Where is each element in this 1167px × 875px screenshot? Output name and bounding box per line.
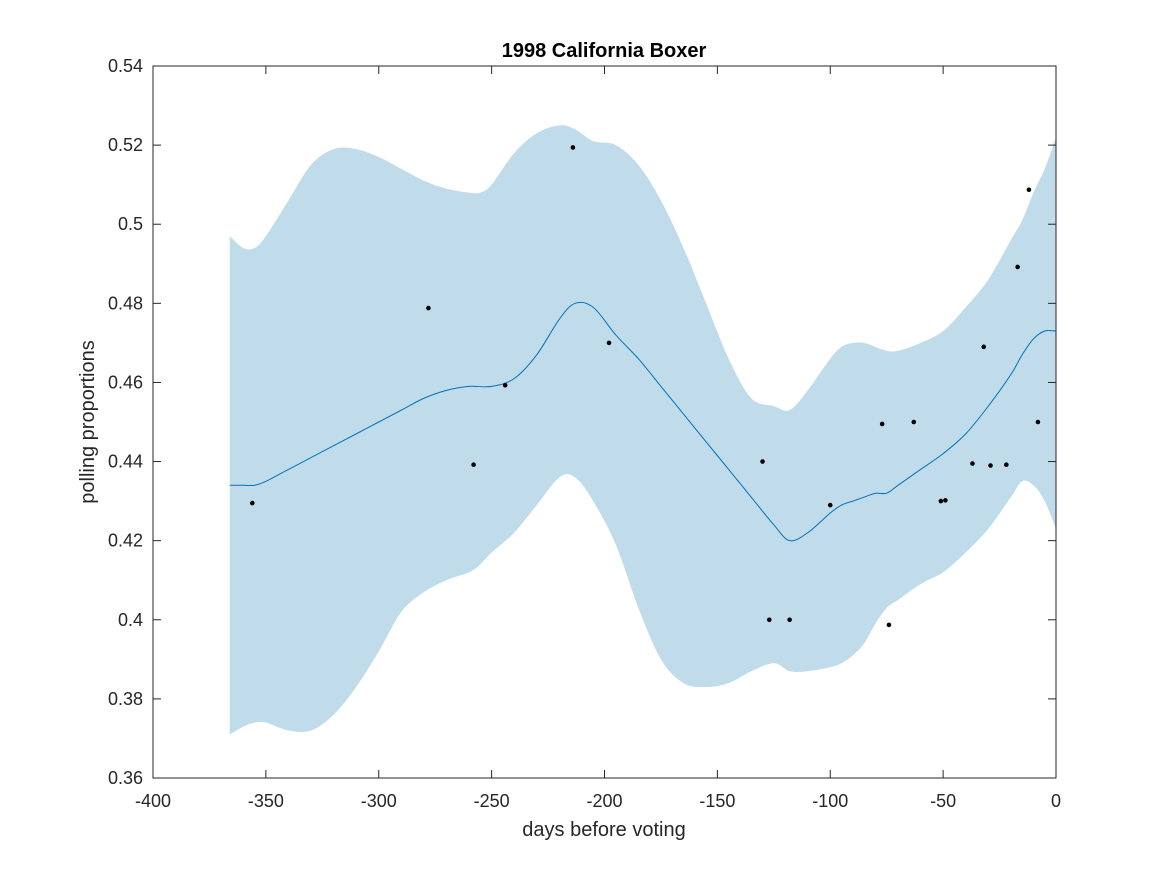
y-tick-label: 0.44 [108,452,143,472]
x-axis-label: days before voting [522,819,685,841]
data-point [879,421,885,427]
data-point [1015,264,1020,270]
confidence-band [229,125,1056,735]
x-tick-label: -400 [135,791,171,811]
y-tick-label: 0.38 [108,689,143,709]
y-tick-label: 0.48 [108,293,143,313]
data-point [766,617,772,623]
x-tick-label: -350 [248,791,284,811]
data-point [1035,419,1041,425]
data-point [886,622,892,628]
data-point [943,498,948,503]
plot-area [229,125,1057,735]
data-point [988,463,993,468]
y-tick-label: 0.36 [108,768,143,788]
y-tick-label: 0.5 [118,214,143,234]
x-tick-label: -150 [699,791,735,811]
x-tick-label: -200 [586,791,622,811]
data-point [938,498,944,504]
y-tick-label: 0.54 [108,56,143,76]
x-tick-label: -300 [361,791,397,811]
x-tick-label: -250 [474,791,510,811]
data-point [570,145,576,150]
axis-ticks: -400 -350 -300 -250 -200 -150 -100 -50 0 0.36 0.38… [108,56,1061,811]
data-point [981,344,987,350]
data-point [1004,462,1009,468]
mean-line [229,301,1057,542]
data-point [471,462,476,468]
data-point [606,340,612,346]
data-point [1026,187,1032,193]
y-tick-label: 0.42 [108,531,143,551]
x-tick-label: -50 [930,791,956,811]
data-point [250,500,255,506]
y-axis-label: polling proportions [77,340,99,503]
data-point [970,461,975,466]
x-tick-label: 0 [1051,791,1061,811]
y-tick-label: 0.52 [108,135,143,155]
x-tick-label: -100 [812,791,848,811]
data-point [502,382,508,388]
data-point [426,305,431,311]
y-tick-label: 0.4 [118,610,143,630]
chart-title: 1998 California Boxer [502,40,707,62]
data-point [911,419,917,425]
data-point [787,617,792,623]
y-tick-label: 0.46 [108,372,143,392]
data-point [827,502,833,508]
data-point [760,459,765,464]
